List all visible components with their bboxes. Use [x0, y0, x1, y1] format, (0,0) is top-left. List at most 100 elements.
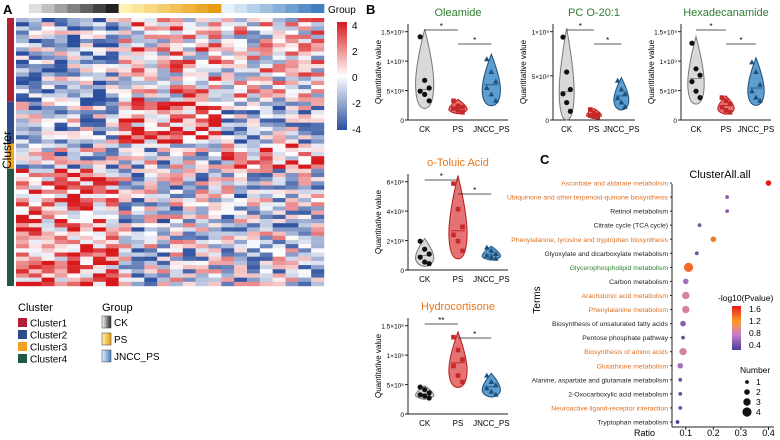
- heatmap-cell: [28, 160, 42, 165]
- heatmap-cell: [131, 34, 145, 40]
- x-category-label: JNCC_PS: [473, 275, 509, 284]
- heatmap-cell: [298, 185, 312, 190]
- heatmap-cell: [118, 147, 132, 153]
- term-dot: [678, 406, 683, 410]
- heatmap-cell: [118, 105, 132, 111]
- heatmap-cell: [311, 105, 325, 111]
- heatmap-cell: [285, 80, 299, 86]
- data-point: [484, 385, 490, 391]
- heatmap-cell: [170, 181, 184, 186]
- heatmap-cell: [93, 139, 107, 144]
- heatmap-cell: [195, 168, 209, 174]
- heatmap-cell: [195, 22, 209, 27]
- heatmap-cell: [182, 114, 196, 119]
- data-point: [417, 384, 423, 390]
- heatmap-cell: [298, 172, 312, 178]
- heatmap-cell: [221, 55, 235, 61]
- data-point: [697, 72, 703, 78]
- heatmap-cell: [131, 181, 145, 186]
- heatmap-cell: [157, 43, 171, 48]
- heatmap-cell: [170, 64, 184, 69]
- heatmap-cell: [311, 34, 325, 40]
- heatmap-cell: [221, 202, 235, 207]
- heatmap-cell: [80, 59, 94, 65]
- heatmap-cell: [157, 260, 171, 266]
- heatmap-cell: [221, 244, 235, 249]
- heatmap-cell: [131, 147, 145, 153]
- heatmap-cell: [234, 231, 248, 236]
- significance-mark: *: [473, 186, 476, 195]
- heatmap-cell: [80, 219, 94, 224]
- heatmap-cell: [195, 114, 209, 119]
- data-point: [426, 395, 432, 401]
- heatmap-cell: [118, 72, 132, 77]
- heatmap-cell: [170, 93, 184, 98]
- data-point: [564, 69, 570, 75]
- heatmap-cell: [105, 156, 119, 161]
- heatmap-cell: [311, 131, 325, 136]
- heatmap-cell: [259, 168, 273, 174]
- heatmap-cell: [272, 97, 286, 102]
- cluster-legend-swatch: [18, 354, 27, 363]
- heatmap-cell: [105, 34, 119, 40]
- heatmap-cell: [285, 281, 299, 287]
- heatmap-cell: [67, 248, 81, 253]
- heatmap-cell: [272, 223, 286, 228]
- heatmap-cell: [182, 64, 196, 69]
- heatmap-cell: [311, 269, 325, 274]
- heatmap-cell: [105, 164, 119, 169]
- heatmap-cell: [144, 227, 158, 232]
- heatmap-cell: [208, 59, 222, 65]
- heatmap-cell: [221, 193, 235, 199]
- heatmap-cell: [105, 43, 119, 48]
- heatmap-cell: [272, 269, 286, 274]
- heatmap-cell: [54, 172, 68, 178]
- data-point: [493, 255, 499, 261]
- heatmap-cell: [41, 260, 55, 266]
- heatmap-cell: [221, 97, 235, 102]
- heatmap-cell: [144, 265, 158, 270]
- heatmap-cell: [221, 114, 235, 119]
- heatmap-cell: [105, 168, 119, 174]
- heatmap-cell: [285, 260, 299, 266]
- heatmap-cell: [298, 168, 312, 174]
- heatmap-cell: [131, 72, 145, 77]
- heatmap-cell: [272, 273, 286, 278]
- heatmap-cell: [118, 193, 132, 199]
- data-point: [422, 91, 428, 97]
- heatmap-cell: [131, 22, 145, 27]
- heatmap-cell: [93, 185, 107, 190]
- heatmap-cell: [54, 231, 68, 236]
- heatmap-cell: [54, 38, 68, 44]
- heatmap-cell: [221, 227, 235, 232]
- heatmap-cell: [118, 164, 132, 169]
- heatmap-cell: [247, 156, 261, 161]
- heatmap-cell: [41, 101, 55, 107]
- heatmap-cell: [28, 168, 42, 174]
- heatmap-cell: [298, 277, 312, 283]
- heatmap-cell: [285, 248, 299, 253]
- heatmap-cell: [259, 231, 273, 236]
- heatmap-cell: [285, 18, 299, 23]
- heatmap-cell: [67, 198, 81, 203]
- heatmap-cell: [157, 143, 171, 149]
- heatmap-cell: [208, 18, 222, 23]
- heatmap-cell: [105, 223, 119, 228]
- data-point: [719, 95, 725, 100]
- heatmap-cell: [182, 68, 196, 73]
- heatmap-cell: [118, 131, 132, 136]
- heatmap-cell: [67, 38, 81, 44]
- heatmap-cell: [41, 181, 55, 186]
- heatmap-cell: [259, 34, 273, 40]
- heatmap-cell: [16, 273, 30, 278]
- heatmap-cell: [221, 93, 235, 98]
- heatmap-cell: [41, 206, 55, 211]
- heatmap-cell: [93, 85, 107, 90]
- heatmap-cell: [157, 202, 171, 207]
- heatmap-cell: [67, 256, 81, 262]
- heatmap-cell: [28, 26, 42, 31]
- heatmap-cell: [16, 38, 30, 44]
- term-dot: [680, 320, 686, 327]
- heatmap-cell: [221, 172, 235, 178]
